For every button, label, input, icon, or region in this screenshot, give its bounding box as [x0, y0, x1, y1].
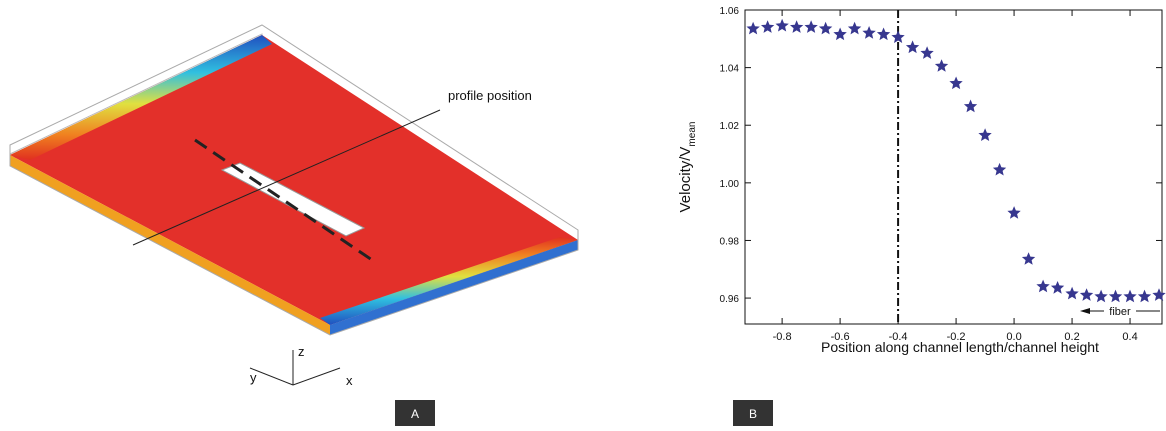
x-tick-label: 0.0 — [1006, 331, 1021, 343]
panel-label: A — [411, 407, 419, 421]
x-axis-label: Position along channel length/channel he… — [821, 339, 1099, 355]
axes-glyph — [249, 350, 341, 386]
y-axis-label: Velocity/Vmean — [677, 122, 698, 213]
data-point — [862, 26, 876, 39]
y-tick-label: 1.00 — [720, 179, 740, 190]
x-tick-label: -0.8 — [773, 331, 792, 343]
y-tick-label: 1.02 — [720, 121, 740, 132]
slab-front — [330, 240, 578, 335]
slab-top — [10, 35, 578, 325]
data-point — [963, 99, 978, 113]
box-frame — [9, 24, 579, 336]
data-point — [746, 21, 760, 35]
profile-line — [132, 109, 441, 246]
data-point — [833, 27, 847, 41]
x-tick-label: -0.2 — [947, 331, 966, 343]
panel-label: B — [749, 407, 757, 421]
data-point — [1123, 289, 1137, 303]
data-point — [1094, 289, 1108, 303]
data-point — [847, 21, 862, 35]
data-point — [1079, 288, 1094, 301]
arrow-head — [1080, 308, 1090, 314]
data-point — [1137, 289, 1152, 303]
data-point — [891, 30, 905, 43]
data-point — [992, 162, 1007, 176]
y-tick-label: 1.04 — [720, 64, 740, 75]
x-tick-label: -0.6 — [831, 331, 850, 343]
data-point — [876, 27, 891, 41]
label-box — [733, 400, 773, 426]
plot-frame — [744, 9, 1163, 325]
x-tick-label: 0.4 — [1122, 331, 1137, 343]
x-tick-label: -0.4 — [889, 331, 908, 343]
inlet-edge — [10, 35, 272, 160]
data-point — [790, 20, 804, 33]
data-point — [1007, 206, 1021, 219]
data-point — [934, 59, 949, 72]
fiber-label: fiber — [1109, 306, 1131, 318]
y-label-main: Velocity/V — [677, 147, 694, 213]
y-tick-label: 0.98 — [720, 236, 740, 247]
data-point — [949, 76, 963, 90]
outlet-edge — [320, 237, 578, 325]
y-tick-label: 1.06 — [720, 6, 740, 17]
x-tick-label: 0.2 — [1064, 331, 1079, 343]
data-point — [1065, 286, 1079, 300]
data-point — [775, 18, 789, 32]
y-tick-label: 0.96 — [720, 294, 740, 305]
data-point — [978, 128, 992, 141]
profile-label: profile position — [448, 88, 532, 103]
data-point — [1036, 279, 1050, 293]
data-point — [761, 20, 775, 33]
axis-y: y — [250, 370, 257, 385]
panel-a: profile position z x y A — [9, 24, 579, 426]
label-box — [395, 400, 435, 426]
axis-z: z — [298, 344, 305, 359]
axis-x: x — [346, 373, 353, 388]
data-point — [804, 20, 818, 33]
data-point — [1152, 288, 1166, 301]
slab-side — [10, 155, 330, 335]
y-label-sub: mean — [687, 122, 698, 147]
data-point — [905, 40, 920, 54]
data-point — [818, 21, 833, 35]
data-point — [920, 46, 934, 59]
data-point — [1050, 281, 1065, 294]
profile-dash — [194, 138, 376, 264]
fiber-label-bg — [1104, 303, 1136, 317]
data-point — [1021, 252, 1036, 265]
data-point — [1108, 289, 1123, 303]
